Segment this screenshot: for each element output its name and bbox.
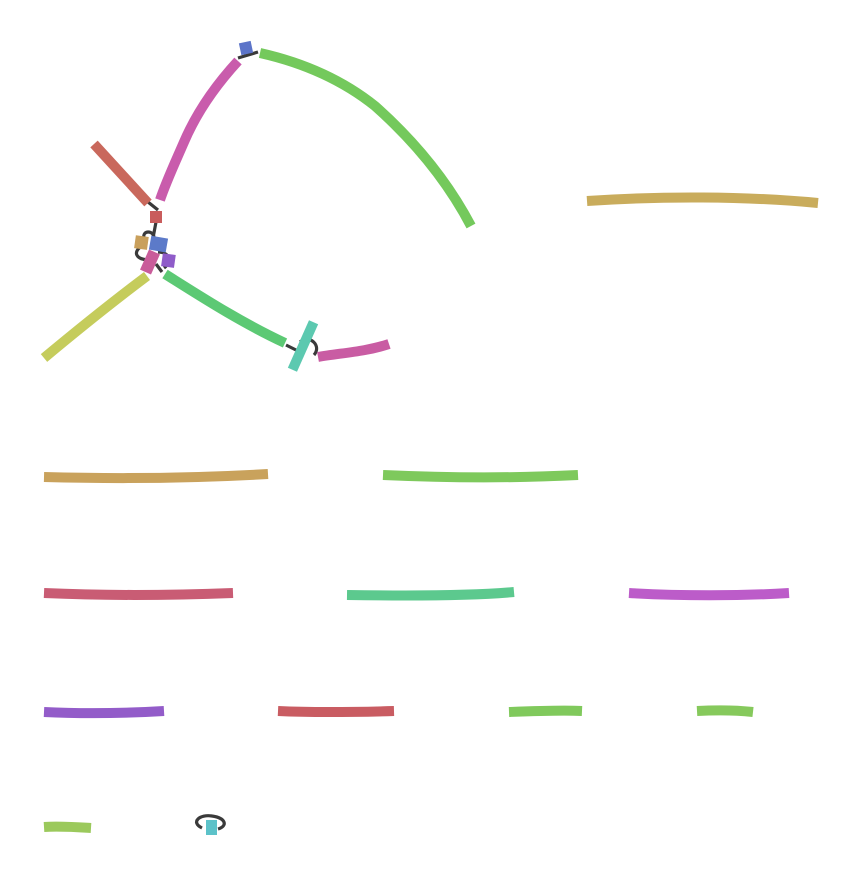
segment-olive-diagonal [40,272,151,362]
segments-group [40,48,819,833]
segment-magenta-isolated [628,588,790,601]
loop-bottom [195,814,226,831]
node-red-small [150,211,162,223]
link-pink-red [147,200,159,212]
nodes-group [134,40,319,835]
segment-red-diagonal [90,140,152,207]
segment-gold-isolated-1 [586,192,819,208]
segment-green-isolated-2 [508,705,583,717]
node-blue-center [148,235,169,253]
segment-pink-upper [155,57,242,202]
segment-green-isolated-1 [382,470,579,483]
segment-green-mid [162,269,288,348]
segment-red-isolated-1 [43,588,234,600]
segment-teal-isolated [346,587,515,601]
segment-pink-short [317,339,391,362]
node-tan [134,235,149,250]
segment-red-isolated-2 [277,706,395,718]
segment-green-long-arc [258,48,476,229]
link-green-teal [285,343,297,352]
segment-gold-isolated-2 [43,469,269,483]
segment-purple-isolated [43,706,165,719]
segment-green-isolated-3 [696,705,754,717]
node-cyan-loop [206,820,217,835]
node-teal-cross [287,320,319,372]
node-pink-center [140,249,160,275]
link-center-low [154,263,164,273]
segment-lime-isolated [43,821,92,833]
node-purple-center [161,253,176,268]
link-top [237,50,259,60]
node-blue-top [238,40,254,56]
